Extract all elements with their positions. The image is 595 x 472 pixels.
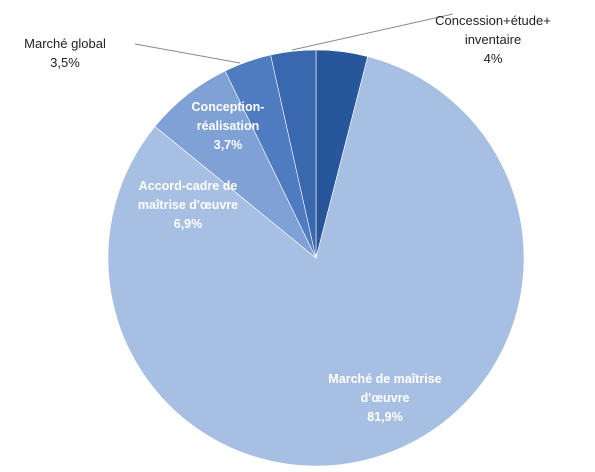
slice-name-label: Marché global [24,36,106,51]
slice-value-label: 4% [484,51,503,66]
leader-line [134,43,241,64]
pie-slice-2 [107,56,525,467]
slice-name-label: Conception- [192,100,265,114]
slice-value-label: 81,9% [367,410,402,424]
leader-line [291,13,454,51]
slice-name-label: Marché de maîtrise [328,372,441,386]
slice-name-label: Concession+étude+ [435,13,551,28]
slice-value-label: 6,9% [174,217,203,231]
slice-name-label: réalisation [197,119,260,133]
slice-value-label: 3,7% [214,138,243,152]
pie-slice-5 [270,49,317,259]
slice-name-label: inventaire [465,32,521,47]
slice-name-label: Accord-cadre de [139,179,238,193]
slice-name-label: d'œuvre [361,391,410,405]
slice-labels: Concession+étude+ inventaire 4% Marché de m… [24,13,551,424]
pie-slices [107,49,525,467]
slice-name-label: maîtrise d'œuvre [138,198,238,212]
leader-lines [134,13,454,64]
slice-value-label: 3,5% [50,55,80,70]
